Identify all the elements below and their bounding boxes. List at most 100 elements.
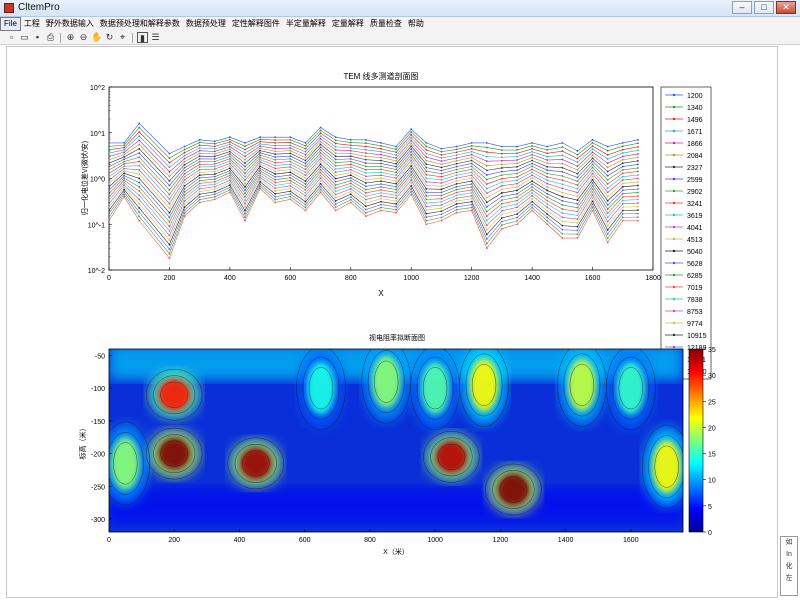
series-point: [425, 198, 428, 201]
series-point: [561, 170, 564, 173]
series-point: [274, 195, 277, 198]
series-point: [606, 208, 609, 210]
legend-label: 2599: [687, 177, 703, 184]
menu-file[interactable]: File: [0, 17, 21, 31]
series-point: [319, 154, 322, 157]
minimize-button[interactable]: –: [732, 1, 752, 14]
pan-icon[interactable]: ✋: [91, 32, 103, 42]
menu-quality-check[interactable]: 质量检查: [369, 19, 402, 28]
series-point: [123, 177, 126, 179]
y-tick-label: -200: [91, 452, 105, 459]
series-point: [349, 187, 352, 190]
rotate-icon[interactable]: ↻: [105, 32, 114, 42]
series-point: [470, 144, 473, 147]
series-point: [319, 146, 322, 149]
menu-project[interactable]: 工程: [23, 19, 40, 28]
series-point: [440, 191, 443, 194]
series-point: [274, 144, 277, 147]
series-point: [168, 157, 171, 160]
series-point: [259, 160, 262, 163]
close-button[interactable]: ✕: [776, 1, 796, 14]
series-point: [334, 187, 337, 190]
zoom-out-icon[interactable]: ⊖: [79, 32, 88, 42]
series-point: [380, 165, 382, 168]
series-point: [109, 152, 110, 154]
data-cursor-icon[interactable]: ⌖: [119, 32, 126, 42]
menu-help[interactable]: 帮助: [407, 19, 424, 28]
series-point: [349, 168, 352, 171]
legend-label: 4041: [687, 225, 703, 232]
menu-field-data-input[interactable]: 野外数据输入: [45, 19, 94, 28]
series-point: [380, 197, 382, 200]
series-point: [109, 179, 110, 181]
series-point: [289, 195, 292, 198]
series-point: [274, 167, 277, 170]
series-point: [516, 203, 518, 205]
series-point: [546, 196, 549, 199]
zoom-in-icon[interactable]: ⊕: [66, 32, 75, 42]
side-panel-stub[interactable]: 如 In 化 左: [780, 536, 798, 596]
series-point: [213, 170, 216, 173]
series-point: [228, 186, 231, 189]
menu-preprocess[interactable]: 数据预处理: [185, 19, 226, 28]
new-file-icon[interactable]: ▫: [9, 32, 14, 42]
series-point: [109, 182, 110, 185]
series-point: [304, 177, 307, 180]
series-point: [410, 159, 413, 162]
series-point: [425, 166, 428, 169]
series-point: [334, 136, 337, 139]
heatmap-peak: [158, 378, 191, 411]
series-point: [576, 237, 579, 239]
series-point: [591, 160, 594, 163]
legend-marker: [672, 177, 676, 181]
series-point: [183, 148, 186, 151]
series-point: [500, 156, 503, 159]
series-point: [425, 212, 428, 215]
contour-line: [563, 353, 601, 417]
series-point: [334, 184, 337, 186]
menu-preprocess-params[interactable]: 数据预处理和解释参数: [99, 19, 180, 28]
menu-qualitative-plots[interactable]: 定性解释图件: [231, 19, 280, 28]
series-point: [395, 211, 398, 214]
legend-label: 2327: [687, 165, 703, 172]
x-axis-ticks: 0 200 400 600 800 1000 1200 1400 1600 1800: [107, 267, 661, 282]
menu-bar: File 工程 野外数据输入 数据预处理和解释参数 数据预处理 定性解释图件 半…: [0, 17, 800, 31]
series-point: [576, 229, 579, 232]
insert-legend-icon[interactable]: ☰: [151, 32, 160, 42]
series-point: [621, 199, 624, 202]
legend-label: 1496: [687, 117, 703, 124]
open-folder-icon[interactable]: ▭: [20, 32, 29, 42]
series-point: [380, 162, 382, 165]
heatmap-peak: [421, 362, 450, 415]
series-point: [561, 228, 564, 231]
series-point: [561, 166, 564, 169]
series-point: [183, 215, 186, 218]
legend-label: 3619: [687, 213, 703, 220]
series-point: [228, 160, 231, 163]
series-point: [364, 178, 367, 181]
menu-semi-quantitative[interactable]: 半定量解释: [285, 19, 326, 28]
legend-box[interactable]: [660, 86, 712, 380]
series-point: [274, 158, 277, 161]
series-point: [304, 156, 307, 159]
series-point: [213, 198, 216, 201]
series-point: [576, 187, 579, 190]
series-point: [334, 161, 337, 164]
series-point: [138, 152, 141, 154]
series-point: [380, 200, 382, 203]
series-point: [109, 172, 110, 175]
series-point: [244, 212, 246, 215]
insert-colorbar-icon[interactable]: ▮: [137, 32, 148, 43]
print-icon[interactable]: ⎙: [46, 32, 55, 42]
series-point: [395, 208, 398, 211]
maximize-button[interactable]: □: [754, 1, 774, 14]
series-point: [425, 170, 428, 173]
series-point: [334, 177, 337, 180]
save-icon[interactable]: ▪: [35, 32, 40, 42]
series-point: [138, 126, 141, 129]
series-point: [621, 158, 624, 161]
series-point: [183, 160, 186, 163]
colorbar[interactable]: [688, 348, 704, 533]
series-point: [546, 172, 549, 175]
menu-quantitative[interactable]: 定量解释: [331, 19, 364, 28]
